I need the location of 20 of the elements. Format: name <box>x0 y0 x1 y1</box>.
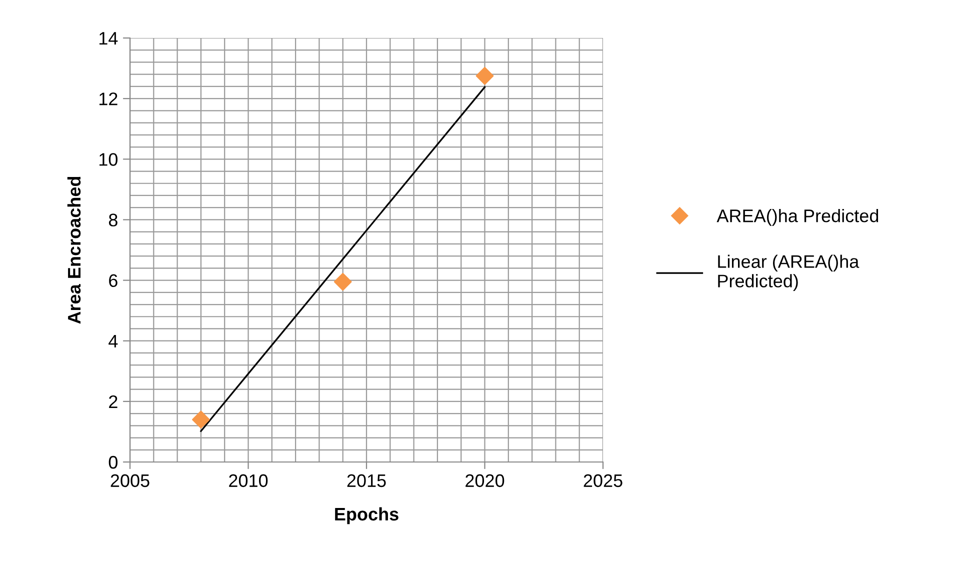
x-tick-label: 2010 <box>229 474 268 488</box>
x-tick-label: 2020 <box>466 474 504 488</box>
y-tick-label: 10 <box>99 153 118 166</box>
y-axis-title: Area Encroached <box>67 176 81 324</box>
point <box>476 66 494 85</box>
point <box>192 410 210 429</box>
x-tick-label: 2005 <box>110 474 150 488</box>
x-tick-label: 2015 <box>347 474 386 488</box>
point <box>334 272 352 291</box>
y-tick-label: 4 <box>108 334 118 348</box>
y-tick-label: 14 <box>99 32 118 45</box>
y-tick-label: 0 <box>108 456 118 469</box>
y-tick-label: 12 <box>99 92 118 106</box>
y-tick-label: 2 <box>109 395 118 408</box>
x-axis-title: Epochs <box>335 507 398 524</box>
y-tick-label: 8 <box>108 214 118 226</box>
legend-label: AREA()ha Predicted <box>716 209 878 226</box>
legend-label: Linear (AREA()ha Predicted) <box>718 254 860 291</box>
y-tick-label: 6 <box>109 274 118 288</box>
x-tick-label: 2025 <box>584 474 622 488</box>
